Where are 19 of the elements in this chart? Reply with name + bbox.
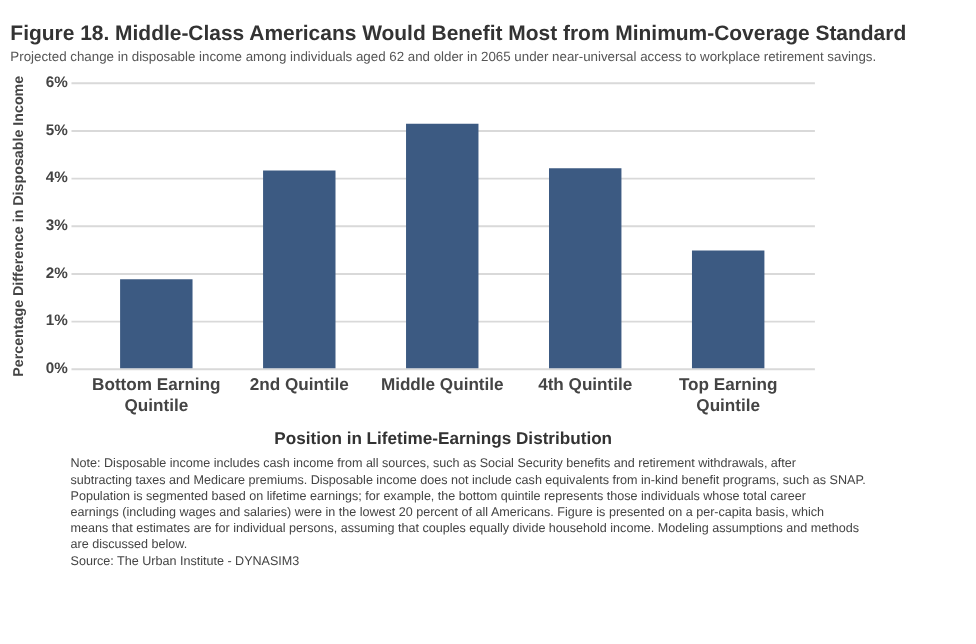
- x-tick-label: Bottom Earning Quintile: [92, 374, 221, 416]
- y-tick-label: 2%: [45, 263, 69, 282]
- bar: [691, 250, 765, 369]
- bar: [549, 168, 622, 369]
- x-tick-label: 4th Quintile: [538, 374, 633, 395]
- y-tick-label: 5%: [45, 120, 69, 139]
- x-tick-label: Middle Quintile: [380, 374, 505, 395]
- bar: [263, 170, 336, 369]
- y-tick-label: 4%: [45, 168, 69, 187]
- y-tick-label: 6%: [45, 73, 69, 92]
- x-axis-title: Position in Lifetime-Earnings Distribution: [274, 427, 613, 448]
- y-tick-label: 0%: [45, 359, 69, 378]
- bar: [120, 279, 193, 369]
- y-tick-label: 3%: [45, 216, 69, 235]
- x-tick-label: Top Earning Quintile: [678, 374, 778, 416]
- y-tick-label: 1%: [45, 311, 69, 330]
- bar: [406, 123, 479, 369]
- x-tick-label: 2nd Quintile: [249, 374, 350, 395]
- chart-title: Figure 18. Middle-Class Americans Would Benefit Most from Minimum-Coverage Standard: [10, 24, 907, 47]
